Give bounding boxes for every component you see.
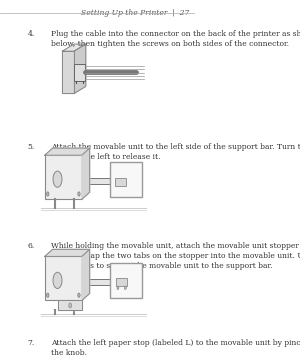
Polygon shape [45,249,90,256]
Circle shape [53,171,62,187]
Polygon shape [74,44,86,94]
Bar [82,279,121,285]
Circle shape [53,272,62,288]
Polygon shape [82,148,90,199]
Text: Plug the cable into the connector on the back of the printer as shown
below, the: Plug the cable into the connector on the… [51,30,300,48]
Text: 6.: 6. [28,242,35,249]
Circle shape [124,286,126,289]
Polygon shape [62,44,86,51]
Circle shape [46,192,49,196]
FancyBboxPatch shape [45,155,82,199]
FancyBboxPatch shape [45,256,82,301]
Text: Attach the movable unit to the left side of the support bar. Turn the lock
lever: Attach the movable unit to the left side… [51,143,300,161]
Circle shape [69,303,71,308]
Bar [115,179,126,186]
Polygon shape [82,249,90,301]
Text: 4.: 4. [28,30,35,38]
FancyBboxPatch shape [110,264,142,298]
Bar [116,278,127,287]
FancyBboxPatch shape [110,162,142,197]
Text: Setting Up the Printer  |  27: Setting Up the Printer | 27 [81,9,189,17]
Circle shape [46,293,49,297]
Polygon shape [45,148,90,155]
Circle shape [78,192,80,196]
Polygon shape [62,51,74,94]
Circle shape [78,293,80,297]
Circle shape [117,286,119,289]
Text: Attach the left paper stop (labeled L) to the movable unit by pinching
the knob.: Attach the left paper stop (labeled L) t… [51,339,300,357]
Bar [74,64,85,81]
Text: While holding the movable unit, attach the movable unit stopper as
shown. Snap t: While holding the movable unit, attach t… [51,242,300,270]
Polygon shape [58,301,82,310]
Text: 7.: 7. [28,339,35,347]
Text: 5.: 5. [28,143,35,151]
Bar [82,179,121,184]
